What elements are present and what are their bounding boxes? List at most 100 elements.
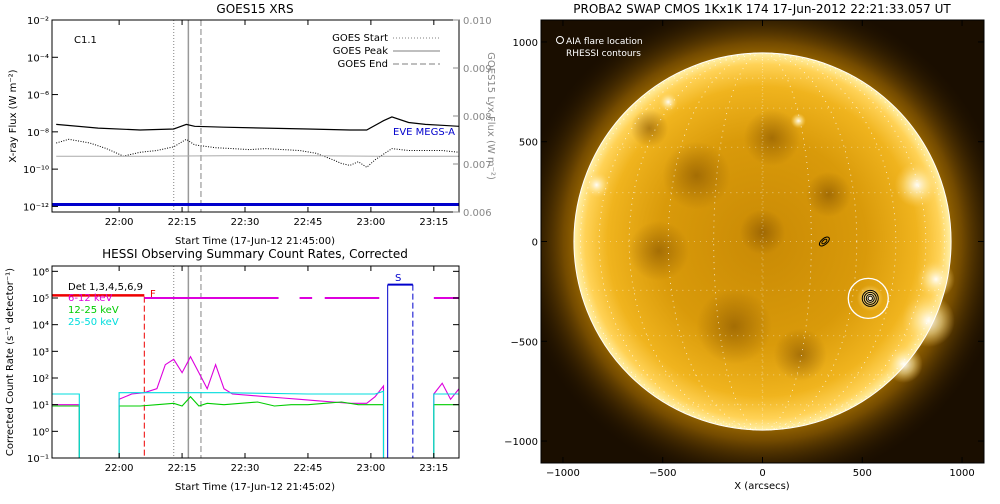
swap-ytick-label: −500 <box>511 337 538 348</box>
goes-ytick-right-label: 0.009 <box>463 64 492 75</box>
hessi-ytick-label: 10⁴ <box>32 321 49 332</box>
goes-xtick-label: 22:30 <box>231 217 260 228</box>
goes-plot-frame <box>51 19 460 213</box>
goes-ytick-label: 10⁻¹⁰ <box>23 165 49 176</box>
hessi-flag-f: F <box>150 289 156 300</box>
hessi-ytick-label: 10⁶ <box>32 267 49 278</box>
swap-xtick-label: 0 <box>759 468 765 479</box>
hessi-legend: Det 1,3,4,5,6,9 6-12 keV 12-25 keV 25-50… <box>68 282 143 328</box>
swap-coronal-hole <box>628 220 689 282</box>
swap-panel: PROBA2 SWAP CMOS 1Kx1K 174 17-Jun-2012 2… <box>504 2 985 492</box>
rhessi-secondary-contour <box>818 236 830 247</box>
rhessi-contour-level <box>863 291 877 305</box>
hessi-ytick-label: 10⁵ <box>32 294 49 305</box>
hessi-series-6-12-kev <box>52 355 459 458</box>
rhessi-secondary-contour-level <box>818 236 830 247</box>
swap-ytick-label: 500 <box>519 138 538 149</box>
goes-ytick-right-label: 0.010 <box>463 16 492 27</box>
swap-disk-texture <box>583 92 955 383</box>
swap-coronal-hole <box>739 209 786 255</box>
aia-flare-location-circle <box>847 277 889 320</box>
goes-ytick-label: 10⁻⁶ <box>27 91 49 102</box>
rhessi-contour-level <box>867 295 873 302</box>
goes-ytick-label: 10⁻² <box>27 16 49 27</box>
swap-legend-rhessi: RHESSI contours <box>566 49 641 59</box>
hessi-legend-12-25: 12-25 keV <box>68 305 119 316</box>
swap-longitude-line <box>579 52 946 431</box>
swap-active-region <box>658 92 678 112</box>
goes-series-short <box>56 138 459 168</box>
goes-ytick-right-label: 0.007 <box>463 160 492 171</box>
swap-image <box>541 20 984 463</box>
hessi-ytick-label: 10⁻¹ <box>27 454 49 465</box>
swap-active-region <box>894 162 940 208</box>
swap-longitude-line <box>628 52 897 431</box>
swap-coronal-hole <box>743 109 801 167</box>
hessi-xtick-label: 22:30 <box>231 463 260 474</box>
goes-legend-peak-label: GOES Peak <box>333 46 388 57</box>
swap-coronal-hole <box>805 171 852 217</box>
rhessi-contour-level <box>865 293 875 303</box>
goes-ylabel-right: GOES15 Lyx Flux (W m⁻²) <box>485 52 496 180</box>
goes-title: GOES15 XRS <box>216 2 293 16</box>
goes-flare-class: C1.1 <box>74 35 97 46</box>
goes-ytick-label: 10⁻¹² <box>23 202 49 213</box>
swap-xlabel: X (arcsecs) <box>734 481 790 492</box>
rhessi-contour-level <box>861 289 879 307</box>
swap-longitude-line <box>713 52 812 431</box>
swap-xtick-label: −1000 <box>546 468 580 479</box>
hessi-ytick-label: 10⁰ <box>32 427 49 438</box>
hessi-xtick-label: 22:00 <box>105 463 134 474</box>
goes-xtick-label: 22:00 <box>105 217 134 228</box>
swap-xtick-label: 500 <box>853 468 872 479</box>
goes-series-lya <box>56 155 459 157</box>
hessi-plot-frame <box>51 265 460 459</box>
swap-active-region <box>885 345 923 383</box>
goes-xlabel: Start Time (17-Jun-12 21:45:00) <box>175 236 335 247</box>
swap-ytick-label: 0 <box>532 238 538 249</box>
swap-ytick-label: 1000 <box>513 38 538 49</box>
hessi-xtick-label: 23:00 <box>356 463 385 474</box>
goes-xtick-label: 22:45 <box>294 217 323 228</box>
swap-xtick-label: 1000 <box>949 468 974 479</box>
swap-active-region <box>856 284 884 312</box>
hessi-legend-det: Det 1,3,4,5,6,9 <box>68 282 143 293</box>
hessi-legend-25-50: 25-50 keV <box>68 317 119 328</box>
goes-ylabel: X-ray Flux (W m⁻²) <box>8 69 19 162</box>
goes-legend-end-label: GOES End <box>338 59 388 70</box>
goes-eve-label: EVE MEGS-A <box>393 127 455 138</box>
hessi-legend-6-12: 6-12 keV <box>68 293 112 304</box>
swap-coronal-hole <box>696 288 772 365</box>
hessi-xtick-label: 22:45 <box>294 463 323 474</box>
goes-xtick-label: 22:15 <box>168 217 197 228</box>
goes-legend: GOES Start GOES Peak GOES End <box>332 33 440 70</box>
swap-title: PROBA2 SWAP CMOS 1Kx1K 174 17-Jun-2012 2… <box>573 2 951 16</box>
hessi-series-25-50-kev <box>52 390 459 458</box>
swap-limb-circle <box>573 52 952 431</box>
swap-xtick-label: −500 <box>649 468 676 479</box>
goes-ytick-label: 10⁻⁴ <box>27 53 49 64</box>
goes-xtick-label: 23:00 <box>356 217 385 228</box>
rhessi-secondary-contour-level <box>821 238 828 245</box>
swap-active-region <box>583 171 610 199</box>
swap-legend: AIA flare location RHESSI contours <box>556 36 643 59</box>
hessi-title: HESSI Observing Summary Count Rates, Cor… <box>102 247 408 261</box>
hessi-series-12-25-kev <box>52 395 459 458</box>
goes-panel: GOES15 XRS 22:00 22:15 22:30 22:45 23:00 23:1… <box>8 2 496 247</box>
hessi-ytick-label: 10² <box>32 374 49 385</box>
hessi-xtick-label: 23:15 <box>419 463 448 474</box>
swap-active-region <box>790 113 806 129</box>
goes-ytick-right-label: 0.006 <box>463 208 492 219</box>
goes-legend-start-label: GOES Start <box>332 33 388 44</box>
swap-ytick-label: −1000 <box>504 437 538 448</box>
rhessi-contours <box>861 289 879 307</box>
hessi-flag-s: S <box>395 273 401 284</box>
hessi-ytick-label: 10³ <box>32 347 49 358</box>
hessi-xlabel: Start Time (17-Jun-12 21:45:02) <box>175 482 335 493</box>
hessi-ylabel: Corrected Count Rate (s⁻¹ detector⁻¹) <box>5 268 16 456</box>
aia-legend-icon <box>556 36 564 44</box>
goes-series-long <box>56 116 459 131</box>
hessi-xtick-label: 22:15 <box>168 463 197 474</box>
swap-coronal-hole <box>662 141 731 210</box>
